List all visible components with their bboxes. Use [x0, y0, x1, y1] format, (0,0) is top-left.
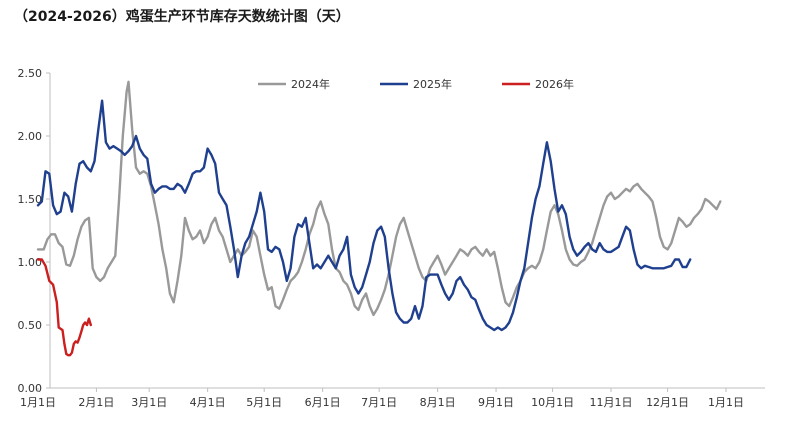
legend-label: 2025年: [413, 77, 452, 91]
x-tick-label: 2月1日: [78, 396, 114, 409]
x-tick-label: 10月1日: [531, 396, 574, 409]
x-tick-label: 1月1日: [708, 396, 744, 409]
x-tick-label: 12月1日: [646, 396, 689, 409]
x-tick-label: 1月1日: [20, 396, 56, 409]
series-line-3: [36, 258, 92, 357]
y-tick-label: 1.50: [18, 193, 43, 206]
legend: 2024年 2025年 2026年: [258, 77, 574, 91]
x-tick-label: 3月1日: [131, 396, 167, 409]
x-tick-label: 9月1日: [478, 396, 514, 409]
x-tick-label: 6月1日: [305, 396, 341, 409]
y-tick-label: 0.00: [18, 382, 43, 395]
legend-label: 2024年: [291, 77, 330, 91]
x-tick-label: 4月1日: [190, 396, 226, 409]
y-tick-label: 2.00: [18, 130, 43, 143]
chart-title: （2024-2026）鸡蛋生产环节库存天数统计图（天）: [14, 9, 350, 25]
y-tick-label: 0.50: [18, 319, 43, 332]
y-tick-label: 1.00: [18, 256, 43, 269]
series-line-1: [36, 80, 722, 317]
legend-label: 2026年: [535, 77, 574, 91]
y-tick-label: 2.50: [18, 67, 43, 80]
x-tick-label: 8月1日: [420, 396, 456, 409]
x-tick-label: 7月1日: [361, 396, 397, 409]
series-layer: [36, 80, 722, 357]
x-tick-label: 11月1日: [590, 396, 633, 409]
series-line-2: [36, 99, 692, 332]
chart-axes: 0.00 0.50 1.00 1.50 2.00 2.50 1月1日 2月1日 3月1日 4月1日…: [18, 67, 765, 409]
x-tick-label: 5月1日: [246, 396, 282, 409]
